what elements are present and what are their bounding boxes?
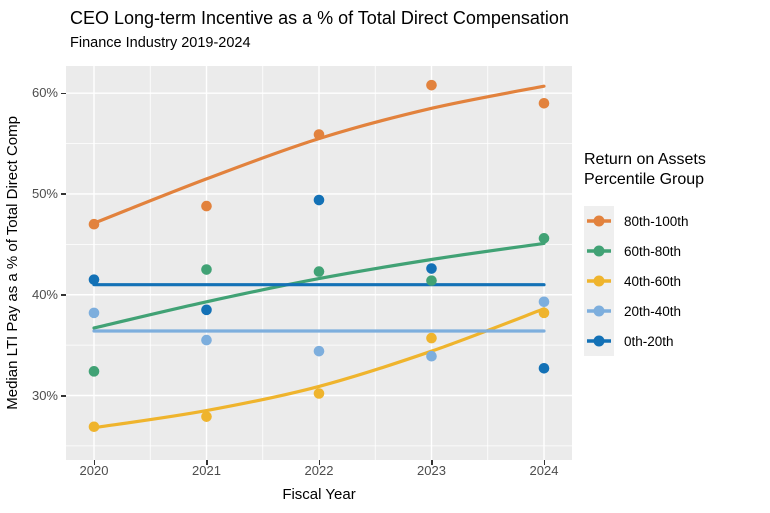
data-point-60th-80th (201, 264, 212, 275)
x-tick-label: 2024 (529, 463, 559, 478)
data-point-20th-40th (201, 334, 212, 346)
data-point-40th-60th (538, 307, 550, 319)
legend-key-icon (584, 296, 614, 326)
x-tick-mark (318, 460, 320, 465)
data-point-80th-100th (538, 97, 550, 109)
x-tick-label: 2021 (192, 463, 221, 478)
x-axis-title: Fiscal Year (282, 486, 356, 503)
data-point-80th-100th (201, 200, 212, 212)
data-point-80th-100th (313, 129, 325, 140)
legend-key-dot (593, 305, 605, 317)
y-tick-label: 50% (31, 185, 58, 201)
trend-line-40th-60th (92, 307, 546, 430)
data-point-0th-20th (538, 363, 550, 374)
x-tick-label: 2023 (417, 463, 446, 478)
data-point-20th-40th (538, 296, 550, 308)
data-point-20th-40th (426, 350, 437, 362)
legend-title: Return on Assets Percentile Group (584, 150, 768, 190)
legend-entries: 80th-100th 60th-80th 40th-60th 20th-40th 0th… (584, 206, 768, 356)
data-point-0th-20th (201, 304, 212, 316)
legend-entry-label: 60th-80th (624, 243, 682, 259)
legend-entry-60th-80th: 60th-80th (584, 236, 768, 266)
data-point-0th-20th (426, 263, 437, 274)
x-tick-label: 2022 (304, 463, 334, 478)
legend-entry-label: 20th-40th (624, 303, 682, 319)
plot-canvas (66, 66, 572, 460)
data-point-60th-80th (313, 266, 325, 277)
data-point-80th-100th (426, 79, 437, 91)
data-point-40th-60th (88, 421, 100, 433)
y-tick-mark (61, 92, 66, 95)
legend-entry-label: 40th-60th (624, 273, 682, 289)
legend-entry-80th-100th: 80th-100th (584, 206, 768, 236)
x-tick-mark (543, 460, 545, 465)
legend-key-dot (593, 215, 605, 227)
legend-key-icon (584, 266, 614, 296)
data-point-40th-60th (426, 332, 437, 344)
legend-key-dot (593, 245, 605, 257)
data-point-60th-80th (426, 275, 437, 286)
y-tick-mark (61, 294, 66, 296)
data-point-60th-80th (88, 366, 100, 377)
x-tick-mark (206, 460, 208, 465)
legend-key-icon (584, 326, 614, 356)
data-point-40th-60th (313, 388, 325, 399)
x-tick-mark (431, 460, 433, 465)
legend-key-dot (593, 275, 605, 287)
data-point-60th-80th (538, 233, 550, 244)
chart-title: CEO Long-term Incentive as a % of Total … (70, 8, 569, 28)
legend-entry-0th-20th: 0th-20th (584, 326, 768, 356)
y-tick-label: 30% (31, 387, 58, 403)
data-point-0th-20th (88, 274, 100, 285)
y-tick-mark (61, 395, 66, 397)
legend-entry-label: 80th-100th (624, 213, 689, 229)
legend-key-icon (584, 206, 614, 236)
data-point-20th-40th (313, 345, 325, 357)
data-point-40th-60th (201, 411, 212, 422)
legend-entry-20th-40th: 20th-40th (584, 296, 768, 326)
chart-subtitle: Finance Industry 2019-2024 (70, 35, 251, 51)
x-tick-label: 2020 (79, 463, 109, 478)
legend: Return on Assets Percentile Group 80th-1… (584, 150, 768, 356)
legend-entry-40th-60th: 40th-60th (584, 266, 768, 296)
y-axis-title-text: Median LTI Pay as a % of Total Direct Co… (3, 116, 21, 410)
x-tick-mark (93, 460, 95, 465)
data-point-20th-40th (88, 307, 100, 319)
data-point-80th-100th (88, 218, 100, 230)
legend-title-line1: Return on Assets (584, 151, 706, 168)
data-point-0th-20th (313, 194, 325, 206)
y-tick-label: 40% (31, 286, 58, 302)
legend-key-icon (584, 236, 614, 266)
y-tick-mark (61, 193, 66, 195)
legend-key-dot (593, 335, 605, 347)
trend-line-60th-80th (92, 241, 546, 330)
y-tick-label: 60% (31, 85, 58, 101)
plot-panel (66, 66, 572, 460)
legend-title-line2: Percentile Group (584, 171, 705, 188)
legend-entry-label: 0th-20th (624, 333, 674, 349)
